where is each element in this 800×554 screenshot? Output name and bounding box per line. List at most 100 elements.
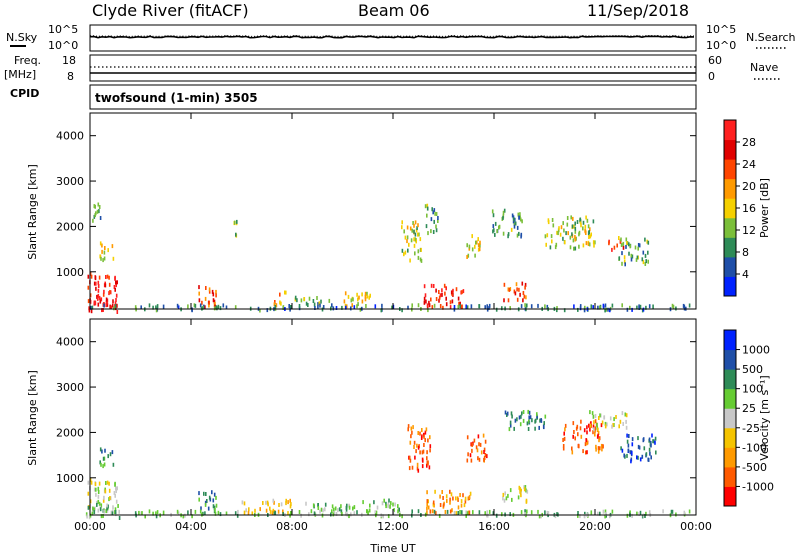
velocity-cell [478,510,481,515]
power-cell [366,291,368,296]
power-cell [96,209,99,214]
velocity-cell [528,419,530,424]
power-cell [101,249,103,254]
station-title: Clyde River (fitACF) [92,1,249,20]
velocity-cell [625,413,628,418]
velocity-cell [571,450,574,455]
power-cell [502,210,505,215]
power-cell [608,241,610,246]
power-cell [350,306,352,311]
velocity-cell [114,482,116,487]
power-cell [115,280,117,285]
velocity-cell [247,510,250,515]
power-cell [331,303,333,308]
power-cell [547,220,550,225]
power-cell [98,275,101,280]
velocity-cell [606,422,608,427]
power-cell [644,262,647,266]
velocity-cell [577,432,579,437]
power-cell [587,231,590,236]
velocity-cell [92,506,94,511]
velocity-cell [470,458,473,463]
power-cell [407,305,409,310]
power-cell [513,289,516,294]
power-cell [573,224,575,229]
power-cell [592,219,595,224]
velocity-cell [625,425,628,430]
power-cell [582,220,585,225]
power-cell [638,243,641,248]
velocity-cell [469,453,472,458]
power-cell [430,217,433,222]
velocity-cell [421,457,424,462]
velocity-cell [654,436,657,441]
nave-label: Nave [750,61,778,74]
velocity-xtick-label: 20:00 [579,520,611,533]
velocity-cell [509,423,512,428]
power-cell [495,307,498,312]
power-cell [515,282,518,287]
velocity-cell [441,490,443,494]
velocity-cell [85,512,88,517]
velocity-cell [483,456,486,460]
power-cell [213,299,216,304]
velocity-cell [109,496,111,500]
velocity-cell [155,511,157,516]
power-cell [459,301,461,306]
power-cell [417,223,419,228]
power-cell [546,304,549,309]
velocity-cell [397,509,399,514]
velocity-cell [254,508,256,513]
power-cell [524,303,526,308]
velocity-cell [97,499,100,504]
velocity-cell [184,513,186,518]
velocity-cell [274,510,277,515]
velocity-cell [508,427,511,432]
power-cell [341,305,343,310]
power-cell [94,276,97,281]
power-cell [432,230,435,234]
power-cell [91,305,94,310]
velocity-cell [182,514,185,519]
velocity-cell [425,427,428,432]
power-cell [350,298,353,303]
velocity-cell [285,498,287,503]
power-cell [99,299,102,304]
power-cell [576,220,579,224]
velocity-cell [599,413,601,418]
power-cell [477,243,480,248]
velocity-cell [630,459,632,464]
velocity-cell [631,442,634,447]
velocity-cell [631,437,634,442]
velocity-cell [442,496,444,500]
power-cell [494,221,497,226]
power-cell [642,250,645,255]
power-cell [513,217,515,222]
velocity-cell [642,438,645,443]
power-cell [409,226,412,231]
velocity-cell [604,514,606,519]
cpid-label: CPID [10,87,39,100]
velocity-cell [331,509,333,514]
velocity-cell [99,507,102,512]
power-cell [631,307,633,312]
power-cell [582,226,584,231]
power-cell [433,303,436,308]
power-cell [626,307,629,312]
power-cell [89,293,92,298]
power-cell [569,245,572,250]
power-cell [285,290,287,295]
power-cell [93,300,96,305]
velocity-cell [521,411,523,416]
velocity-cell [449,497,451,502]
velocity-cell [285,501,287,506]
velocity-cell [597,427,599,432]
velocity-cell [212,504,215,509]
velocity-cell [416,466,419,471]
velocity-cell [90,480,93,485]
power-cell [115,293,118,298]
power-cell [616,243,618,248]
velocity-cell [105,509,107,514]
power-cell [492,224,495,229]
power-cell [638,306,640,310]
